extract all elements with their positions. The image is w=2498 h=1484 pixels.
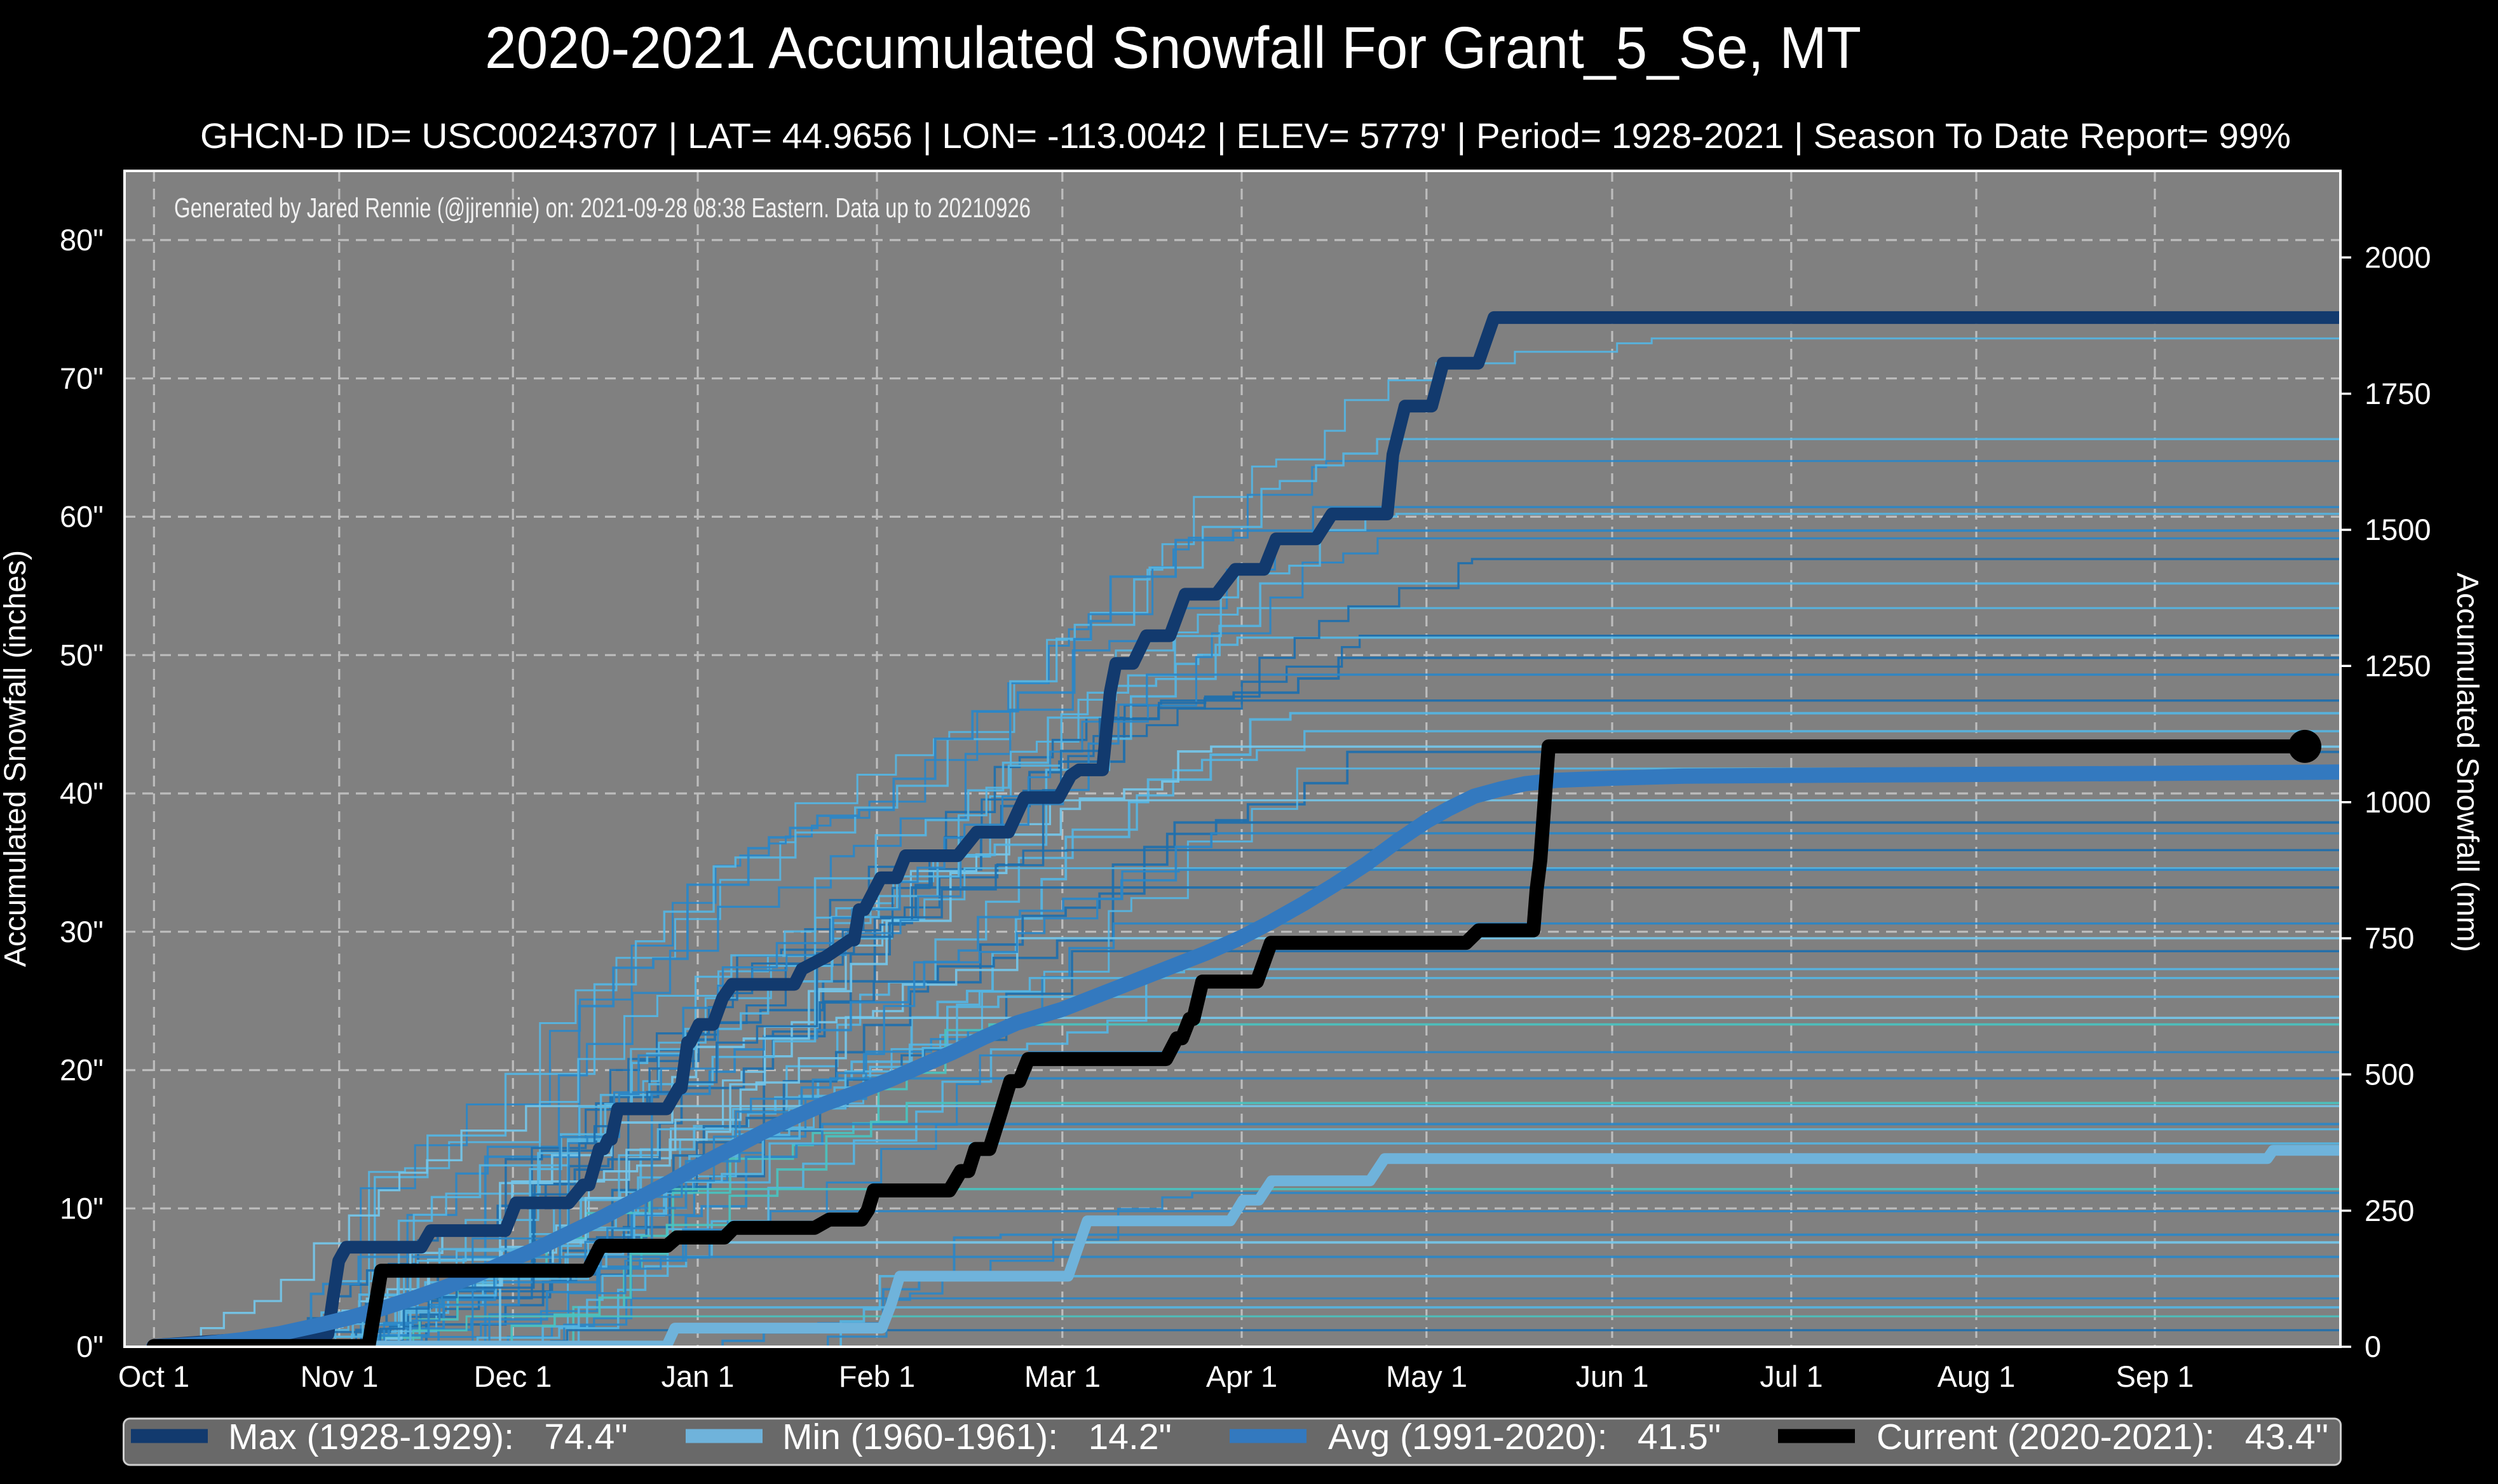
svg-text:60": 60" — [60, 500, 104, 534]
svg-text:Jul 1: Jul 1 — [1760, 1359, 1823, 1393]
svg-text:0": 0" — [76, 1330, 104, 1363]
svg-text:May 1: May 1 — [1386, 1359, 1467, 1393]
svg-text:Jan 1: Jan 1 — [662, 1359, 735, 1393]
svg-text:20": 20" — [60, 1053, 104, 1087]
svg-text:Current (2020-2021): 43.4": Current (2020-2021): 43.4" — [1877, 1417, 2328, 1457]
svg-text:Sep 1: Sep 1 — [2116, 1359, 2194, 1393]
svg-text:Generated by Jared Rennie (@jj: Generated by Jared Rennie (@jjrennie) on… — [174, 192, 1031, 224]
svg-text:Feb 1: Feb 1 — [839, 1359, 915, 1393]
svg-text:1000: 1000 — [2365, 785, 2431, 819]
svg-text:40": 40" — [60, 776, 104, 810]
svg-text:Mar 1: Mar 1 — [1024, 1359, 1101, 1393]
svg-text:0: 0 — [2365, 1330, 2381, 1363]
svg-text:Aug 1: Aug 1 — [1938, 1359, 2016, 1393]
svg-text:1250: 1250 — [2365, 649, 2431, 683]
svg-text:500: 500 — [2365, 1058, 2414, 1091]
svg-text:Accumulated Snowfall (inches): Accumulated Snowfall (inches) — [0, 550, 32, 967]
svg-text:50": 50" — [60, 638, 104, 671]
svg-text:Avg (1991-2020): 41.5": Avg (1991-2020): 41.5" — [1328, 1417, 1721, 1457]
svg-text:250: 250 — [2365, 1194, 2414, 1227]
svg-text:Apr 1: Apr 1 — [1206, 1359, 1277, 1393]
svg-text:30": 30" — [60, 915, 104, 948]
svg-text:750: 750 — [2365, 921, 2414, 955]
svg-text:2020-2021 Accumulated Snowfall: 2020-2021 Accumulated Snowfall For Grant… — [485, 15, 1861, 81]
svg-text:2000: 2000 — [2365, 241, 2431, 274]
svg-text:70": 70" — [60, 361, 104, 395]
svg-text:Oct 1: Oct 1 — [118, 1359, 189, 1393]
svg-text:Jun 1: Jun 1 — [1576, 1359, 1649, 1393]
svg-text:Max (1928-1929): 74.4": Max (1928-1929): 74.4" — [228, 1417, 628, 1457]
svg-text:1500: 1500 — [2365, 513, 2431, 546]
svg-text:10": 10" — [60, 1191, 104, 1225]
svg-text:80": 80" — [60, 223, 104, 257]
svg-text:Nov 1: Nov 1 — [301, 1359, 379, 1393]
svg-text:GHCN-D ID= USC00243707 | LAT=: GHCN-D ID= USC00243707 | LAT= 44.9656 | … — [200, 116, 2291, 156]
svg-text:Min (1960-1961): 14.2": Min (1960-1961): 14.2" — [782, 1417, 1172, 1457]
svg-text:1750: 1750 — [2365, 377, 2431, 410]
svg-text:Accumulated Snowfall (mm): Accumulated Snowfall (mm) — [2450, 572, 2484, 952]
svg-text:Dec 1: Dec 1 — [474, 1359, 552, 1393]
